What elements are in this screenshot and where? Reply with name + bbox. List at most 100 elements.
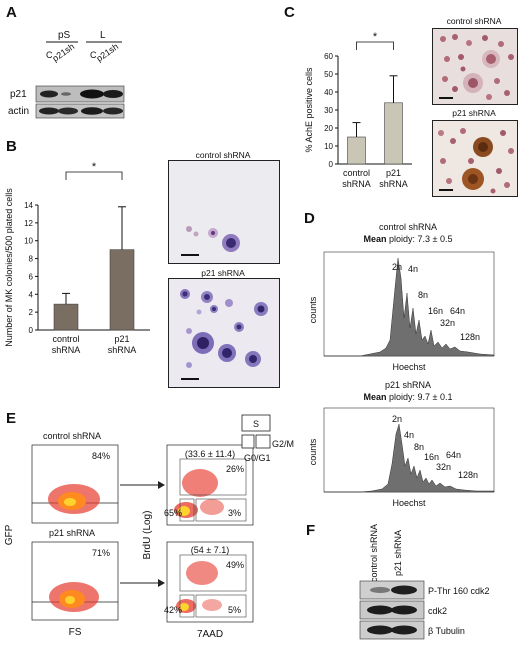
peak-label: 32n (440, 318, 455, 328)
bar (384, 102, 403, 165)
band (58, 107, 78, 115)
panel-letter-d: D (304, 210, 315, 227)
g0g1-percent: 65% (164, 508, 182, 518)
legend-g2m-box (255, 434, 271, 449)
y-tick-label: 6 (29, 272, 34, 281)
peak-label: 128n (458, 470, 478, 480)
mean-value: ploidy: 7.3 ± 0.5 (386, 234, 453, 244)
y-tick-label: 0 (29, 326, 34, 335)
axis-label-y: counts (308, 438, 318, 465)
western-blot-f: control shRNA p21 shRNA P-Thr 160 cdk2 c… (359, 524, 490, 640)
peak-label: 2n (392, 262, 402, 272)
band (103, 90, 123, 98)
y-tick-label: 60 (324, 52, 333, 61)
micrograph-b-control (168, 160, 280, 264)
lane-label: p21sh (50, 41, 76, 63)
peak-label: 8n (414, 442, 424, 452)
y-tick-label: 50 (324, 70, 333, 79)
plot-title: p21 shRNA (49, 528, 95, 538)
image-caption: p21 shRNA (201, 268, 245, 278)
s-phase-percent: 49% (226, 560, 244, 570)
histogram-title: p21 shRNA (384, 380, 432, 390)
peak-label: 32n (436, 462, 451, 472)
axis-label-gfp: GFP (4, 524, 15, 545)
y-tick-label: 14 (24, 201, 33, 210)
panel-letter-f: F (306, 522, 316, 539)
peak-label: 64n (450, 306, 465, 316)
blot-strip-actin (35, 103, 125, 119)
category-label: control (52, 334, 79, 344)
image-caption: control shRNA (446, 16, 502, 26)
lane-label: C (46, 50, 53, 60)
lane-label: C (90, 50, 97, 60)
s-phase-mean: (33.6 ± 11.4) (185, 449, 235, 459)
axis-label-x: Hoechst (392, 498, 426, 508)
peak-label: 4n (408, 264, 418, 274)
plot-title: control shRNA (43, 431, 101, 441)
category-label: p21 (386, 168, 401, 178)
axis-label-y: Number of MK colonies/500 plated cells (4, 188, 14, 347)
legend-s-box (241, 414, 271, 432)
peak-label: 4n (404, 430, 414, 440)
category-label: control (343, 168, 370, 178)
bar (347, 136, 366, 165)
y-tick-label: 30 (324, 106, 333, 115)
legend-g2m: G2/M (272, 439, 294, 449)
gate-percent: 84% (92, 451, 110, 461)
category-label: shRNA (342, 179, 371, 189)
panel-letter-a: A (6, 4, 17, 21)
peak-label: 64n (446, 450, 461, 460)
significance-bracket (65, 171, 123, 180)
ploidy-histogram-control: 2n 4n 8n 16n 32n 64n 128n counts Hoechst (308, 251, 495, 372)
panel-letter-c: C (284, 4, 295, 21)
row-label: P-Thr 160 cdk2 (428, 586, 490, 596)
row-label: cdk2 (428, 606, 447, 616)
category-label: p21 (114, 334, 129, 344)
micrograph-c-p21 (432, 120, 518, 197)
mean-label: Mean (363, 234, 387, 244)
lane-label: p21 shRNA (393, 530, 403, 576)
micrograph-c-control (432, 28, 518, 105)
gate-percent: 71% (92, 548, 110, 558)
legend-g0g1: G0/G1 (244, 453, 271, 463)
band (61, 92, 71, 96)
panel-letter-e: E (6, 410, 17, 427)
peak-label: 128n (460, 332, 480, 342)
y-tick-label: 10 (24, 237, 33, 246)
axis-label-brdu: BrdU (Log) (142, 511, 153, 560)
g2m-percent: 5% (228, 605, 241, 615)
axis-label-y: counts (308, 296, 318, 323)
group-label-l: L (100, 30, 106, 41)
peak-label: 2n (392, 414, 402, 424)
y-tick-label: 0 (329, 160, 334, 169)
row-label-actin: actin (8, 106, 29, 117)
axis-label-fs: FS (69, 627, 82, 638)
legend-s: S (253, 419, 259, 429)
group-label-ps: pS (58, 30, 71, 41)
significance-star: * (373, 31, 378, 43)
mean-value: ploidy: 9.7 ± 0.1 (386, 392, 453, 402)
western-blot-a: pS L C p21sh C p21sh p21 actin (8, 30, 125, 119)
peak-label: 16n (424, 452, 439, 462)
row-label-p21: p21 (10, 89, 27, 100)
band (40, 90, 58, 98)
g2m-percent: 3% (228, 508, 241, 518)
image-caption: p21 shRNA (452, 108, 496, 118)
category-label: shRNA (52, 345, 81, 355)
s-phase-percent: 26% (226, 464, 244, 474)
band (103, 107, 123, 115)
y-tick-label: 20 (324, 124, 333, 133)
row-label: β Tubulin (428, 626, 465, 636)
bar (109, 249, 135, 331)
band (80, 89, 104, 99)
flow-cytometry-panel: control shRNA p21 shRNA 84% 71% GFP FS (… (4, 414, 294, 640)
axis-label-7aad: 7AAD (197, 629, 223, 640)
axis-label-y: % AchE positive cells (304, 67, 314, 153)
ploidy-histogram-p21: 2n 4n 8n 16n 32n 64n 128n counts Hoechst (308, 407, 495, 508)
histogram-mean-ploidy: Mean ploidy: 9.7 ± 0.1 (300, 392, 516, 402)
y-tick-label: 8 (29, 255, 34, 264)
band (39, 107, 59, 115)
y-tick-label: 10 (324, 142, 333, 151)
